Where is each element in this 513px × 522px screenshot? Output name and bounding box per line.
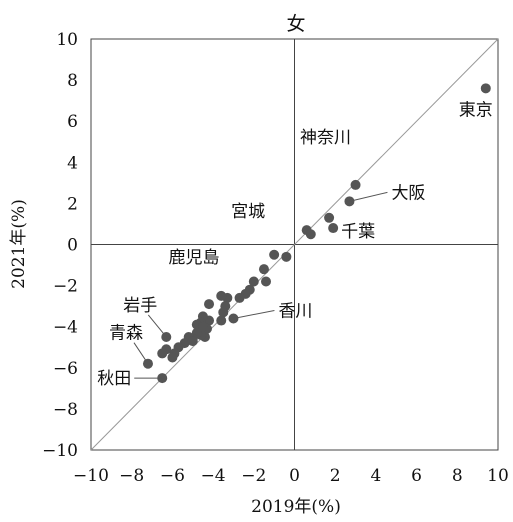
chart-title: 女 bbox=[286, 13, 305, 35]
leader-line bbox=[147, 314, 167, 338]
label-leader-lines bbox=[133, 191, 388, 379]
data-point bbox=[216, 290, 227, 301]
x-tick-label: −2 bbox=[241, 466, 266, 486]
y-tick-label: 8 bbox=[67, 71, 78, 91]
point-label: 香川 bbox=[278, 301, 312, 321]
x-tick-label: −10 bbox=[73, 466, 109, 486]
y-tick-label: 0 bbox=[67, 236, 78, 256]
x-axis-title: 2019年(%) bbox=[251, 497, 341, 517]
data-point bbox=[324, 212, 335, 223]
data-point-labeled bbox=[480, 83, 491, 94]
point-label: 千葉 bbox=[341, 222, 375, 242]
x-tick-labels: −10 −8 −6 −4 −2 0 2 4 6 8 10 bbox=[73, 466, 509, 486]
data-point-labeled bbox=[350, 179, 361, 190]
data-point-labeled bbox=[204, 299, 215, 310]
y-tick-label: 2 bbox=[67, 194, 78, 214]
y-tick-label: −10 bbox=[42, 441, 78, 461]
data-point bbox=[261, 276, 272, 287]
y-tick-label: −2 bbox=[53, 277, 78, 297]
data-point bbox=[197, 321, 208, 332]
x-tick-label: 8 bbox=[452, 466, 463, 486]
y-tick-label: 4 bbox=[67, 153, 78, 173]
point-label: 宮城 bbox=[231, 202, 265, 222]
data-point-labeled bbox=[269, 249, 280, 260]
point-label: 岩手 bbox=[123, 296, 157, 316]
x-tick-label: 6 bbox=[411, 466, 422, 486]
point-label: 大阪 bbox=[391, 183, 425, 203]
leader-line bbox=[233, 309, 275, 319]
x-tick-label: −4 bbox=[201, 466, 226, 486]
data-point-labeled bbox=[328, 223, 339, 234]
y-tick-label: 6 bbox=[67, 112, 78, 132]
point-label: 秋田 bbox=[97, 369, 131, 389]
point-label: 鹿児島 bbox=[169, 248, 220, 268]
data-point bbox=[187, 336, 198, 347]
y-tick-label: −4 bbox=[53, 318, 78, 338]
leader-line bbox=[133, 342, 149, 364]
leader-line bbox=[349, 191, 388, 202]
x-tick-label: 10 bbox=[487, 466, 509, 486]
data-point bbox=[167, 352, 178, 363]
data-point bbox=[305, 229, 316, 240]
y-tick-label: −8 bbox=[53, 400, 78, 420]
point-label: 青森 bbox=[109, 324, 143, 344]
data-point bbox=[248, 276, 259, 287]
y-tick-labels: −10 −8 −6 −4 −2 0 2 4 6 8 10 bbox=[42, 30, 78, 461]
data-point bbox=[281, 251, 292, 262]
x-tick-label: −8 bbox=[119, 466, 144, 486]
x-tick-label: 2 bbox=[330, 466, 341, 486]
x-tick-label: −6 bbox=[160, 466, 185, 486]
x-tick-label: 4 bbox=[370, 466, 381, 486]
data-point bbox=[218, 307, 229, 318]
point-label: 神奈川 bbox=[300, 128, 351, 148]
y-axis-title: 2021年(%) bbox=[9, 199, 29, 289]
y-tick-label: 10 bbox=[56, 30, 78, 50]
data-point bbox=[234, 292, 245, 303]
data-point bbox=[157, 348, 168, 359]
data-point bbox=[258, 264, 269, 275]
data-point bbox=[216, 315, 227, 326]
point-label: 東京 bbox=[459, 100, 493, 120]
x-tick-label: 0 bbox=[289, 466, 300, 486]
y-tick-label: −6 bbox=[53, 359, 78, 379]
